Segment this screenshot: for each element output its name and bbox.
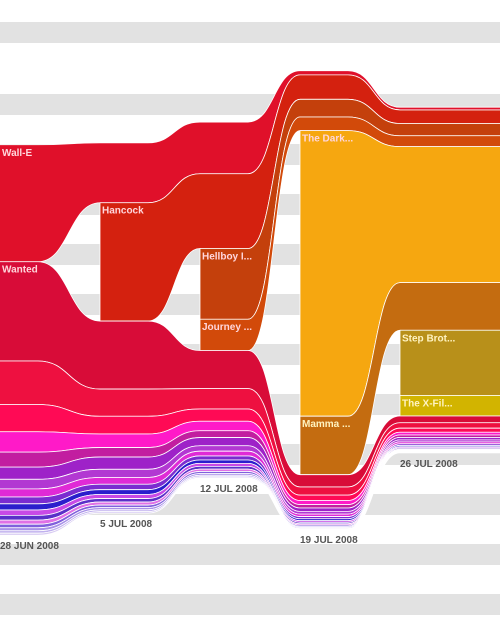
stream-step-brot	[399, 329, 500, 396]
stream-label: Wall-E	[2, 148, 33, 159]
date-label: 28 JUN 2008	[0, 541, 59, 552]
date-label: 26 JUL 2008	[400, 459, 458, 470]
background-band	[0, 544, 500, 565]
stream-series-24	[0, 451, 500, 536]
stream-labels: Wall-E Hancock Hellboy I... Journey ... The …	[2, 134, 456, 431]
stream-layers	[0, 70, 500, 536]
stream-label: Wanted	[2, 265, 38, 276]
stream-label: Hellboy I...	[202, 252, 252, 263]
stream-label: Step Brot...	[402, 333, 456, 344]
date-label: 12 JUL 2008	[200, 484, 258, 495]
background-band	[0, 22, 500, 43]
date-label: 5 JUL 2008	[100, 519, 153, 530]
date-labels: 28 JUN 2008 5 JUL 2008 12 JUL 2008 19 JUL 2…	[0, 459, 458, 552]
stream-label: Hancock	[102, 206, 144, 217]
stream-label: The Dark...	[302, 134, 353, 145]
stream-the-x-fil	[399, 395, 500, 417]
stream-label: Mamma ...	[302, 419, 351, 430]
stream-label: The X-Fil...	[402, 399, 453, 410]
background-band	[0, 594, 500, 615]
date-label: 19 JUL 2008	[300, 535, 358, 546]
stream-label: Journey ...	[202, 322, 252, 333]
